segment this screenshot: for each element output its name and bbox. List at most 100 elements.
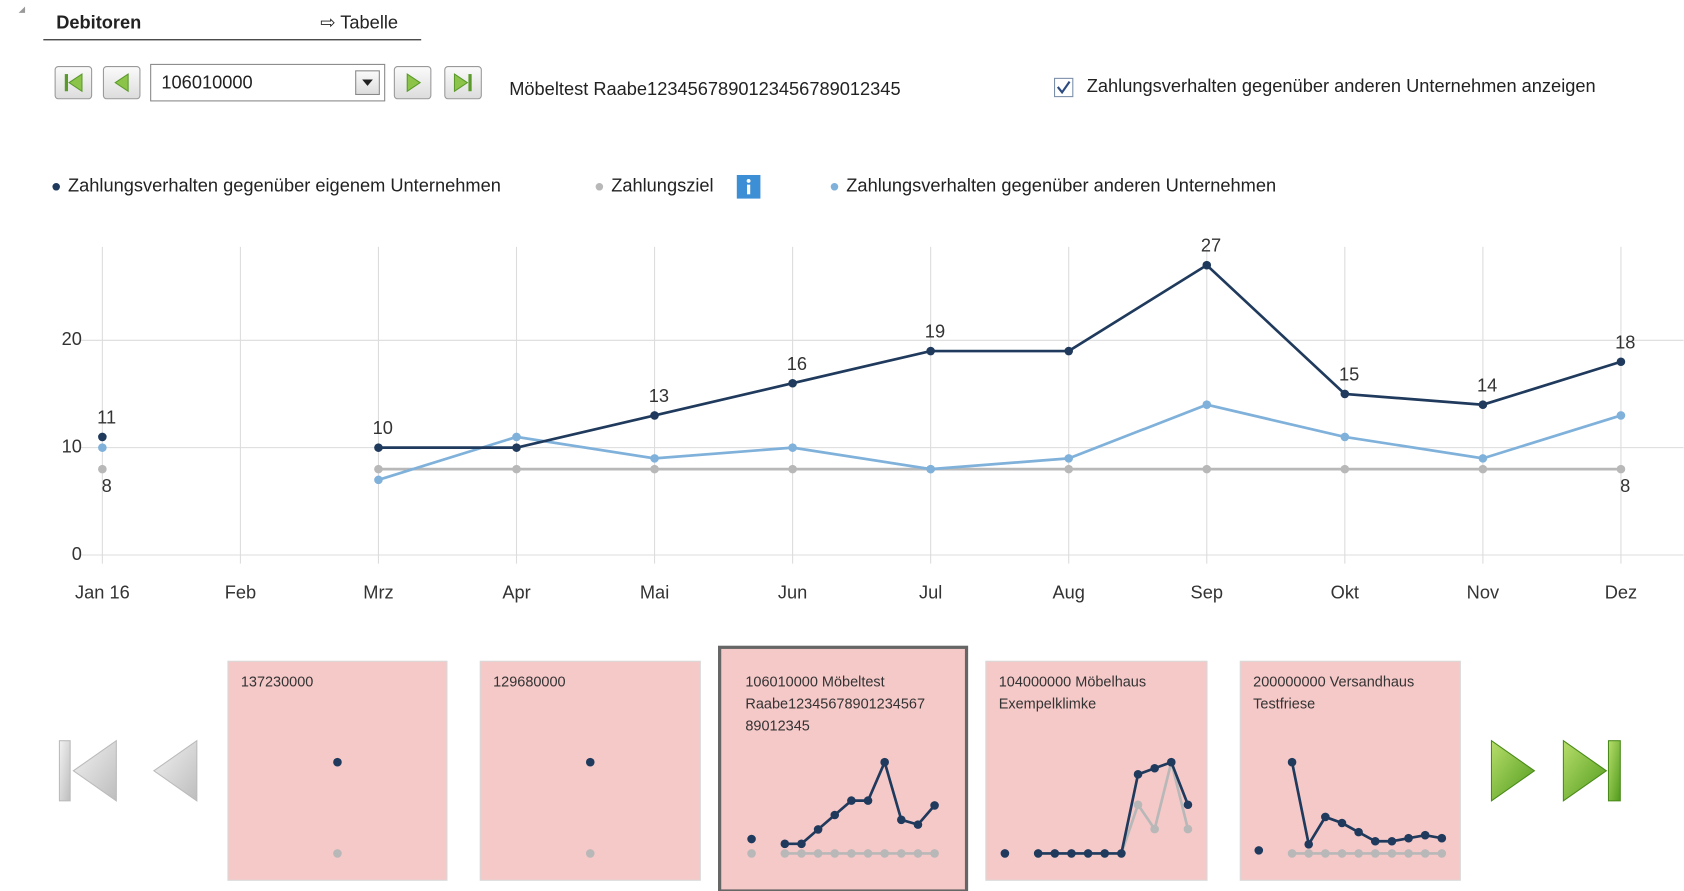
mini-series-line — [1038, 760, 1190, 855]
x-tick-label: Sep — [1191, 581, 1223, 602]
first-button[interactable] — [54, 66, 93, 100]
mini-data-point — [1133, 800, 1143, 810]
mini-data-point — [813, 849, 823, 858]
data-point — [1340, 464, 1350, 474]
checkbox-check — [1056, 80, 1071, 95]
mini-data-point — [797, 839, 806, 849]
account-name: Möbeltest Raabe1234567890123456789012345 — [509, 78, 900, 99]
data-point — [1616, 464, 1626, 474]
data-point — [788, 464, 797, 474]
data-label: 14 — [1477, 374, 1497, 395]
card-background — [1239, 660, 1461, 881]
data-label: 19 — [925, 321, 945, 342]
series-line — [378, 263, 1622, 449]
prev-button[interactable] — [102, 66, 141, 100]
collapse-glyph[interactable] — [18, 6, 26, 13]
x-tick-label: Okt — [1331, 581, 1359, 602]
info-icon-bar — [746, 184, 751, 195]
table-link[interactable]: ⇨ Tabelle — [320, 11, 398, 32]
mini-data-point — [897, 815, 906, 825]
data-point — [512, 432, 521, 442]
mini-data-point — [897, 849, 906, 858]
data-point — [1064, 346, 1074, 356]
data-point — [1202, 260, 1212, 270]
data-label: 11 — [97, 406, 116, 427]
account-card[interactable]: 104000000 Möbelhaus Exempelklimke — [985, 660, 1208, 881]
series-line — [378, 403, 1622, 482]
data-point — [1478, 454, 1488, 463]
data-point — [1478, 400, 1488, 410]
mini-data-point — [1287, 757, 1297, 767]
card-title: 104000000 Möbelhaus — [999, 675, 1146, 691]
data-label: 27 — [1201, 235, 1221, 256]
legend-label: Zahlungsverhalten gegenüber anderen Unte… — [846, 175, 1276, 196]
mini-data-point — [585, 757, 595, 767]
mini-data-point — [830, 810, 840, 820]
legend-label: Zahlungsverhalten gegenüber eigenem Unte… — [68, 175, 501, 196]
data-point — [1616, 357, 1626, 367]
mini-data-point — [1404, 849, 1413, 858]
account-card[interactable]: 137230000 — [227, 660, 448, 881]
card-title: 89012345 — [745, 719, 809, 735]
checkbox-label: Zahlungsverhalten gegenüber anderen Unte… — [1087, 75, 1596, 96]
first-card-button[interactable] — [58, 739, 117, 802]
mini-data-point — [1354, 849, 1363, 858]
mini-data-point — [913, 849, 923, 858]
data-point — [98, 464, 107, 474]
data-point — [1064, 464, 1074, 474]
mini-data-point — [1117, 849, 1126, 858]
mini-data-point — [1437, 833, 1447, 843]
mini-data-point — [747, 849, 756, 858]
data-point — [1616, 411, 1626, 420]
mini-data-point — [1321, 812, 1330, 822]
mini-data-point — [1404, 833, 1413, 843]
mini-data-point — [1183, 800, 1193, 810]
data-point — [1064, 454, 1074, 463]
x-tick-label: Apr — [502, 581, 530, 602]
data-point — [98, 432, 107, 442]
account-card[interactable]: 106010000 Möbeltest Raabe1234567890123456… — [718, 645, 969, 891]
last-card-button[interactable] — [1562, 739, 1621, 802]
mini-data-point — [1150, 824, 1159, 834]
mini-data-point — [930, 849, 939, 858]
info-icon[interactable] — [736, 174, 761, 199]
mini-data-point — [1000, 849, 1010, 858]
data-point — [788, 443, 797, 452]
account-card[interactable]: 200000000 Versandhaus Testfriese — [1239, 660, 1461, 881]
mini-data-point — [930, 801, 939, 810]
data-label: 8 — [102, 475, 112, 496]
data-point — [512, 464, 521, 474]
account-combobox[interactable] — [150, 63, 386, 102]
mini-data-point — [333, 757, 342, 767]
next-card-button[interactable] — [1490, 739, 1536, 802]
next-button[interactable] — [393, 66, 432, 100]
mini-data-point — [880, 757, 889, 767]
data-point — [1478, 464, 1488, 474]
card-background — [227, 660, 448, 881]
data-point — [1340, 432, 1350, 442]
mini-data-point — [830, 849, 840, 858]
account-card[interactable]: 129680000 — [479, 660, 701, 881]
last-button[interactable] — [444, 66, 482, 100]
mini-data-point — [1337, 849, 1347, 858]
card-background — [479, 660, 701, 881]
mini-data-point — [813, 825, 823, 834]
legend-marker — [595, 183, 604, 191]
data-label: 16 — [787, 353, 807, 374]
mini-data-point — [1304, 849, 1313, 858]
data-point — [650, 464, 659, 474]
mini-data-point — [1354, 827, 1363, 837]
prev-card-button[interactable] — [152, 739, 198, 802]
mini-data-point — [1254, 846, 1264, 855]
card-title: 200000000 Versandhaus — [1253, 675, 1414, 691]
mini-data-point — [1321, 849, 1330, 858]
data-point — [788, 378, 797, 388]
data-point — [374, 464, 383, 474]
card-background — [718, 645, 969, 891]
legend-marker — [52, 183, 60, 191]
data-label: 8 — [1620, 475, 1630, 496]
card-title: 129680000 — [493, 675, 566, 691]
mini-series-line — [1290, 761, 1443, 848]
